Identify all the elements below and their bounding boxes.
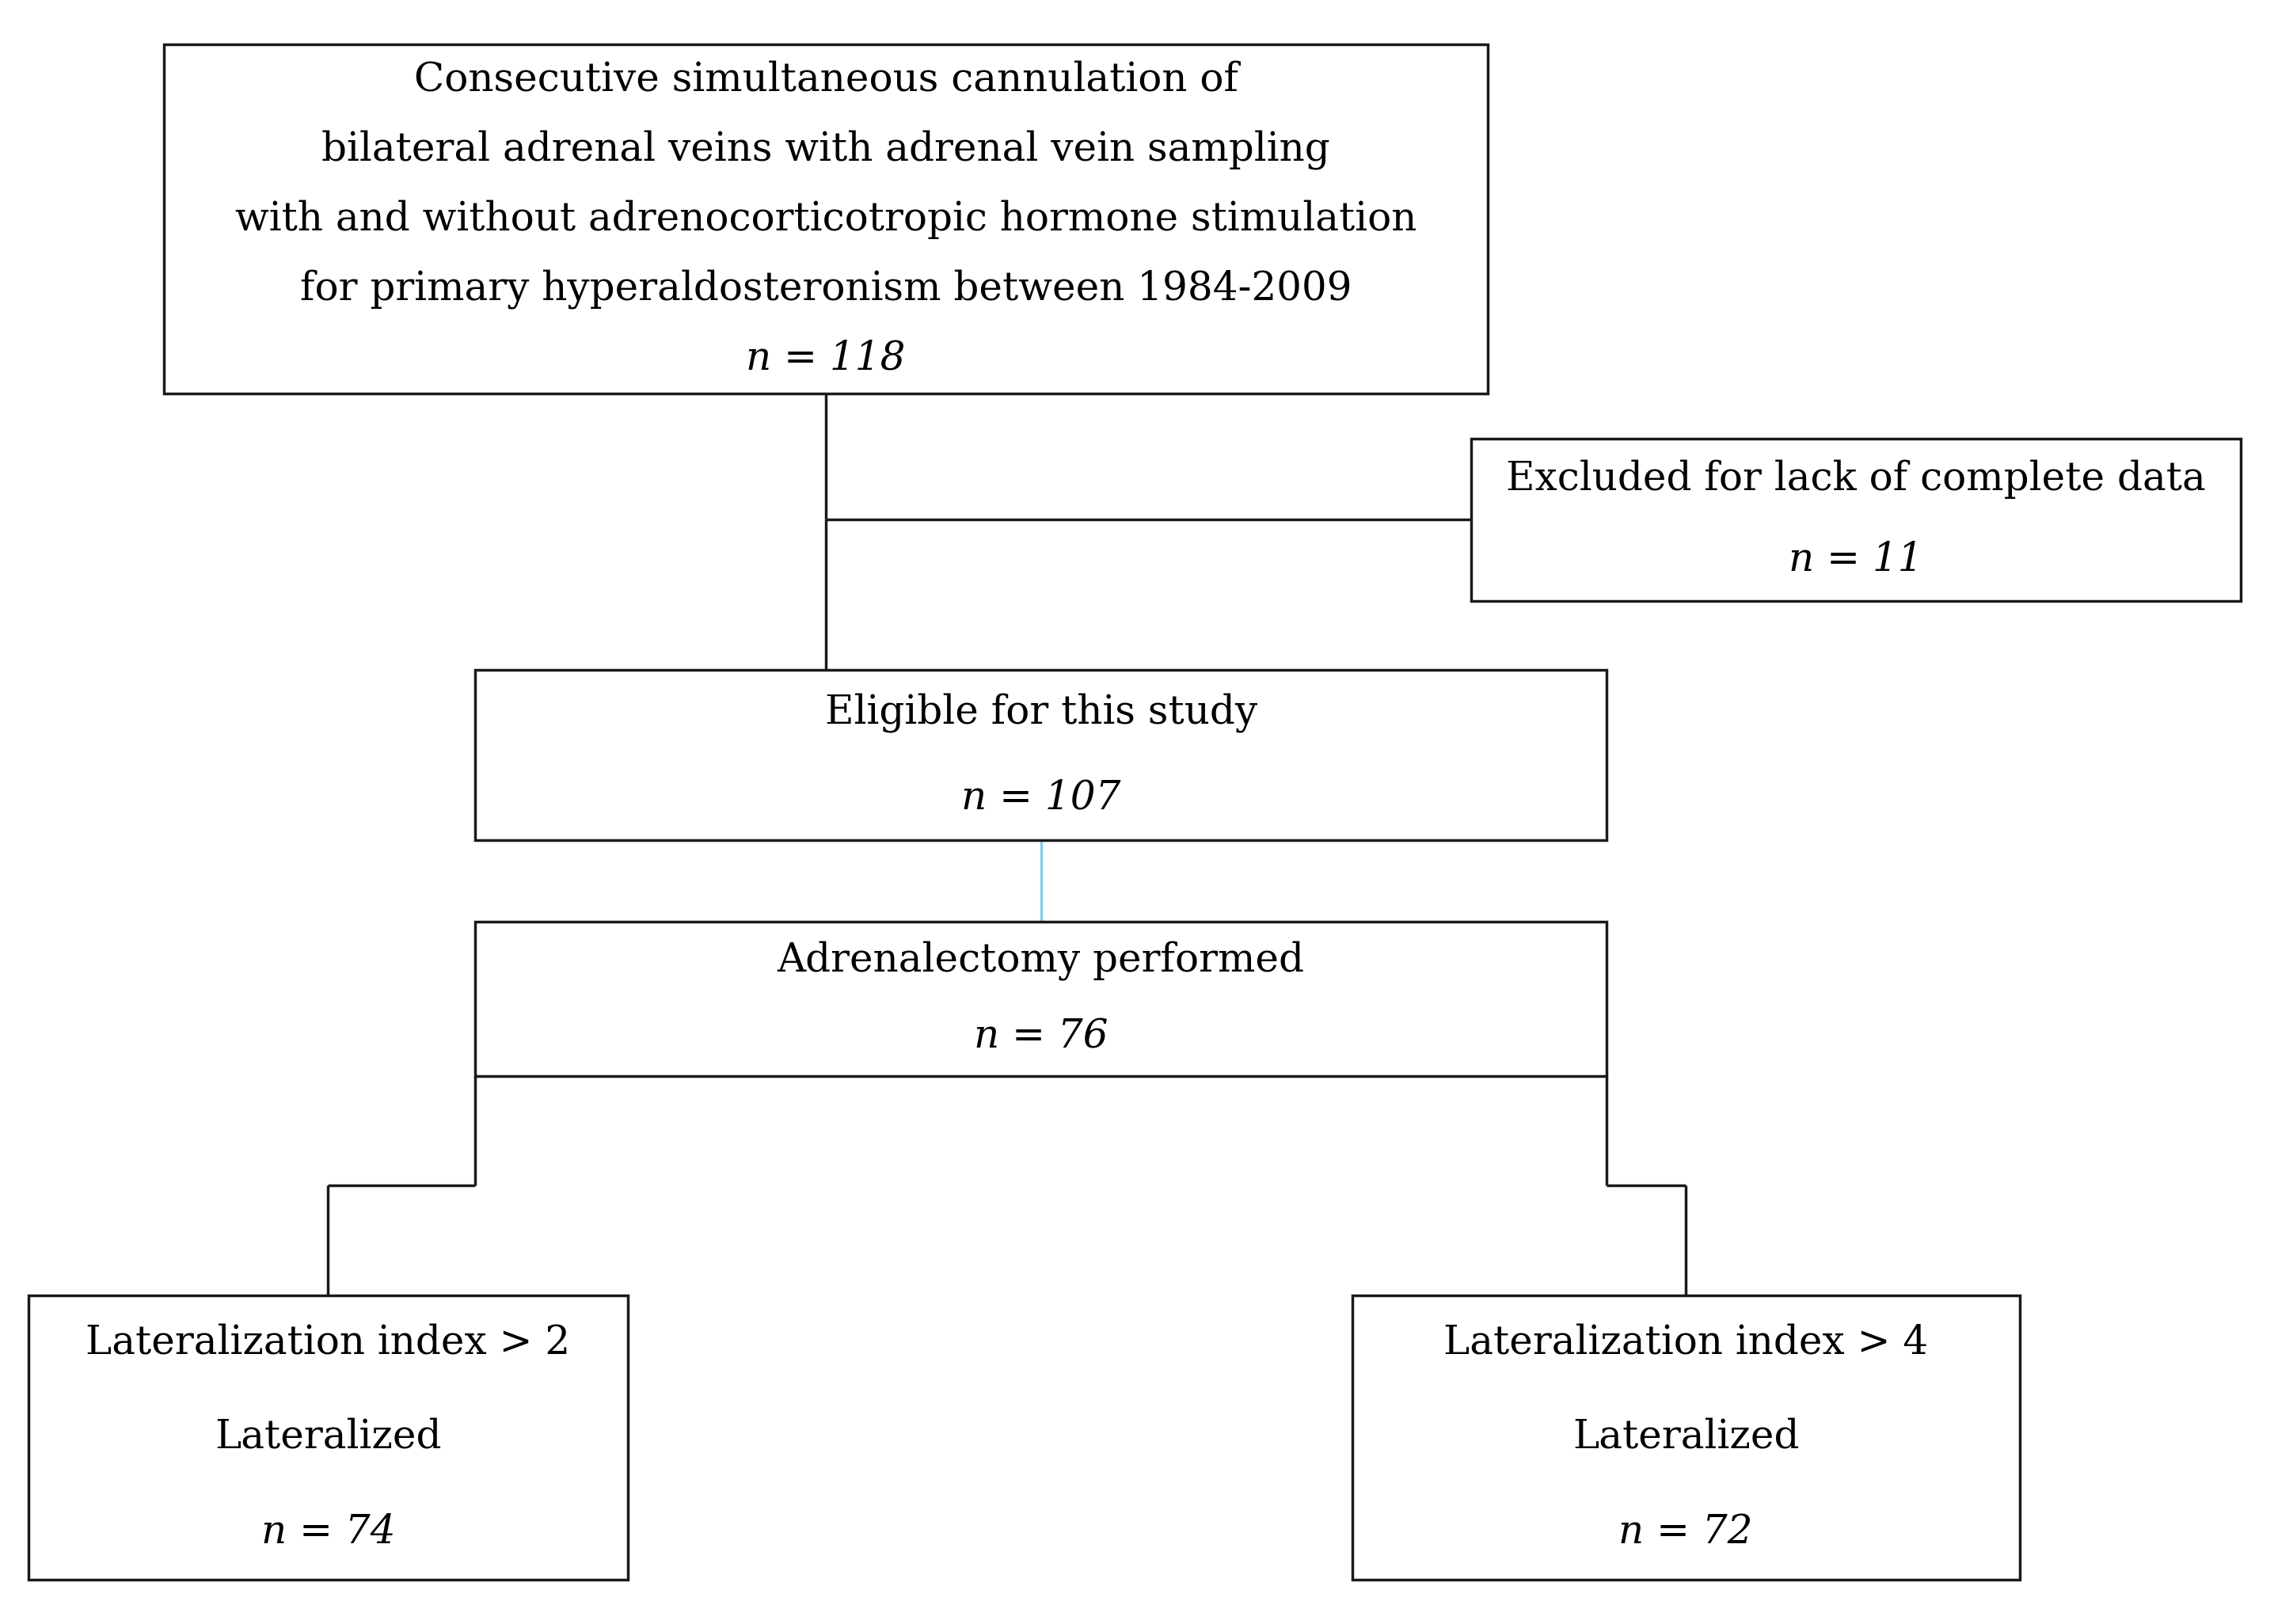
FancyBboxPatch shape [28, 1296, 628, 1579]
Text: for primary hyperaldosteronism between 1984-2009: for primary hyperaldosteronism between 1… [300, 270, 1353, 309]
Text: Consecutive simultaneous cannulation of: Consecutive simultaneous cannulation of [413, 60, 1238, 99]
Text: Lateralization index > 2: Lateralization index > 2 [85, 1324, 571, 1363]
Text: Adrenalectomy performed: Adrenalectomy performed [777, 940, 1305, 979]
Text: Excluded for lack of complete data: Excluded for lack of complete data [1507, 460, 2206, 499]
FancyBboxPatch shape [1470, 438, 2240, 601]
Text: n = 11: n = 11 [1789, 541, 1924, 580]
FancyBboxPatch shape [475, 669, 1607, 841]
Text: Eligible for this study: Eligible for this study [825, 693, 1257, 732]
FancyBboxPatch shape [165, 45, 1488, 395]
Text: n = 74: n = 74 [261, 1512, 394, 1551]
Text: Lateralization index > 4: Lateralization index > 4 [1445, 1324, 1928, 1363]
Text: n = 76: n = 76 [975, 1018, 1108, 1057]
Text: with and without adrenocorticotropic hormone stimulation: with and without adrenocorticotropic hor… [236, 200, 1417, 239]
Text: bilateral adrenal veins with adrenal vein sampling: bilateral adrenal veins with adrenal vei… [321, 130, 1330, 169]
FancyBboxPatch shape [1353, 1296, 2020, 1579]
Text: Lateralized: Lateralized [1573, 1418, 1800, 1457]
Text: n = 72: n = 72 [1619, 1512, 1754, 1551]
Text: n = 107: n = 107 [961, 778, 1121, 817]
Text: Lateralized: Lateralized [216, 1418, 443, 1457]
FancyBboxPatch shape [475, 922, 1607, 1075]
Text: n = 118: n = 118 [745, 339, 906, 378]
